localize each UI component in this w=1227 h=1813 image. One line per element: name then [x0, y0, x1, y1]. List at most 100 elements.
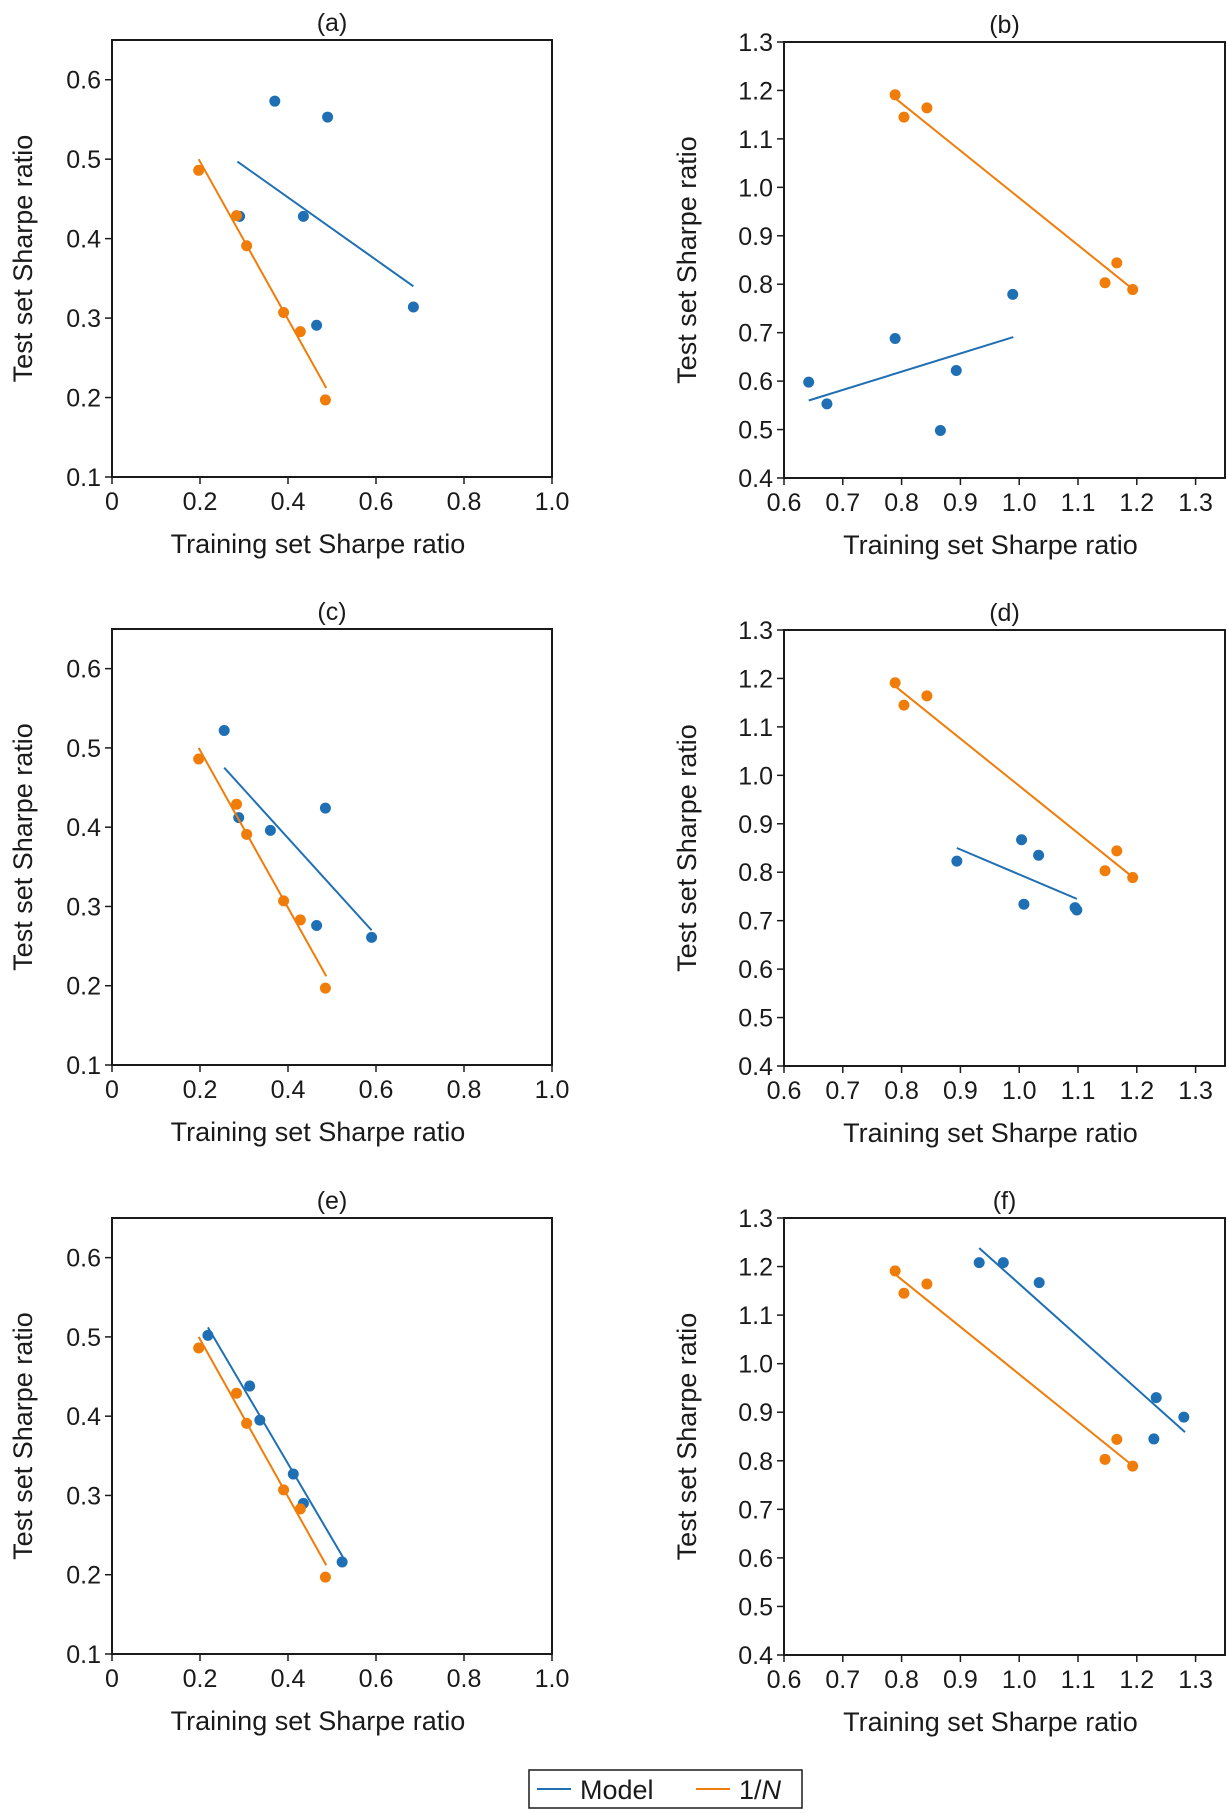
- data-point-model: [803, 376, 815, 388]
- series-model: [803, 288, 1019, 437]
- y-tick-label: 0.6: [66, 656, 101, 684]
- legend-label-model: Model: [580, 1775, 654, 1805]
- y-axis-label: Test set Sharpe ratio: [672, 1313, 702, 1561]
- x-tick-label: 0.9: [943, 1666, 978, 1694]
- data-point-one-over-n: [193, 753, 205, 765]
- data-point-model: [311, 319, 323, 331]
- y-tick-label: 1.0: [738, 174, 773, 202]
- y-tick-label: 1.3: [738, 617, 773, 645]
- x-tick-label: 0.2: [183, 1665, 218, 1693]
- y-tick-label: 1.3: [738, 1205, 773, 1233]
- data-point-model: [1071, 904, 1083, 916]
- x-axis-label: Training set Sharpe ratio: [171, 529, 466, 559]
- x-tick-label: 1.3: [1178, 489, 1213, 517]
- data-point-model: [950, 364, 962, 376]
- fit-line-one-over-n: [197, 158, 328, 389]
- panel-title: (b): [989, 11, 1020, 39]
- data-point-model: [1150, 1392, 1162, 1404]
- data-point-one-over-n: [241, 240, 253, 252]
- data-point-one-over-n: [319, 1571, 331, 1583]
- y-tick-label: 1.0: [738, 762, 773, 790]
- data-point-one-over-n: [898, 111, 910, 123]
- x-tick-label: 0.4: [271, 1665, 306, 1693]
- data-point-one-over-n: [898, 699, 910, 711]
- y-axis-label: Test set Sharpe ratio: [672, 724, 702, 972]
- x-tick-label: 0: [105, 1076, 119, 1104]
- series-one-over-n: [889, 89, 1139, 296]
- y-tick-label: 0.6: [738, 1545, 773, 1573]
- x-tick-label: 0.4: [271, 1076, 306, 1104]
- data-point-model: [218, 724, 230, 736]
- data-point-model: [1016, 834, 1028, 846]
- data-point-one-over-n: [193, 1342, 205, 1354]
- data-point-one-over-n: [294, 914, 306, 926]
- data-point-one-over-n: [898, 1287, 910, 1299]
- fit-line-model: [808, 336, 1014, 402]
- series-one-over-n: [193, 158, 331, 406]
- x-tick-label: 0: [105, 1665, 119, 1693]
- data-point-one-over-n: [294, 326, 306, 338]
- y-tick-label: 0.3: [66, 893, 101, 921]
- data-point-one-over-n: [278, 1484, 290, 1496]
- panel-a: (a) 0 0.2 0.4 0.6 0.8 1.0 0.1 0.2 0.3 0.4 0.5 0.6 Tra…: [8, 9, 569, 559]
- y-tick-label: 0.8: [738, 859, 773, 887]
- y-tick-label: 1.2: [738, 1254, 773, 1282]
- data-point-model: [254, 1414, 266, 1426]
- data-point-model: [297, 210, 309, 222]
- y-tick-label: 0.7: [738, 908, 773, 936]
- data-point-one-over-n: [889, 1265, 901, 1277]
- axes-frame: [111, 39, 553, 478]
- x-tick-label: 0.6: [359, 1076, 394, 1104]
- x-tick-label: 1.3: [1178, 1077, 1213, 1105]
- data-point-one-over-n: [921, 1278, 933, 1290]
- x-tick-label: 0.8: [447, 1076, 482, 1104]
- data-point-one-over-n: [889, 89, 901, 101]
- panel-d: (d) 0.6 0.7 0.8 0.9 1.0 1.1 1.2 1.3 0.4 0.5 0.6 0.7 0…: [672, 599, 1226, 1148]
- axes-frame: [783, 1217, 1226, 1656]
- x-axis-label: Training set Sharpe ratio: [843, 1118, 1138, 1148]
- fit-line-model: [978, 1247, 1186, 1433]
- x-axis-label: Training set Sharpe ratio: [843, 530, 1138, 560]
- axes-frame: [111, 628, 553, 1066]
- y-tick-label: 0.6: [66, 67, 101, 95]
- x-tick-label: 0.9: [943, 489, 978, 517]
- data-point-model: [1033, 849, 1045, 861]
- y-tick-label: 0.4: [738, 1053, 773, 1081]
- fit-line-model: [236, 160, 414, 288]
- x-tick-label: 1.1: [1061, 489, 1096, 517]
- x-tick-label: 0.8: [447, 1665, 482, 1693]
- x-tick-label: 0.9: [943, 1077, 978, 1105]
- data-point-one-over-n: [231, 1387, 243, 1399]
- y-tick-label: 0.1: [66, 464, 101, 492]
- y-tick-label: 1.0: [738, 1351, 773, 1379]
- data-point-model: [934, 425, 946, 437]
- fit-line-one-over-n: [197, 747, 328, 977]
- data-point-one-over-n: [1111, 257, 1123, 269]
- data-point-model: [1033, 1277, 1045, 1289]
- data-point-one-over-n: [1099, 865, 1111, 877]
- y-tick-label: 1.2: [738, 77, 773, 105]
- data-point-model: [322, 111, 334, 123]
- y-axis-label: Test set Sharpe ratio: [8, 723, 38, 971]
- data-point-model: [889, 332, 901, 344]
- data-point-one-over-n: [231, 798, 243, 810]
- y-tick-label: 0.2: [66, 1562, 101, 1590]
- x-axis-label: Training set Sharpe ratio: [171, 1117, 466, 1147]
- fit-line-model: [207, 1326, 344, 1558]
- data-point-one-over-n: [231, 210, 243, 222]
- data-point-one-over-n: [193, 164, 205, 176]
- y-tick-label: 1.1: [738, 126, 773, 154]
- y-tick-label: 0.9: [738, 1399, 773, 1427]
- data-point-one-over-n: [921, 690, 933, 702]
- series-model: [202, 1326, 348, 1568]
- data-point-one-over-n: [241, 828, 253, 840]
- legend-label-one-over-n: 1/N: [739, 1775, 782, 1805]
- x-tick-label: 0.6: [767, 1666, 802, 1694]
- data-point-model: [311, 919, 323, 931]
- panel-f: (f) 0.6 0.7 0.8 0.9 1.0 1.1 1.2 1.3 0.4 0.5 0.6 0.7 0…: [672, 1187, 1226, 1737]
- y-tick-label: 1.1: [738, 1302, 773, 1330]
- x-tick-label: 0.7: [825, 489, 860, 517]
- fit-line-one-over-n: [894, 97, 1134, 290]
- y-tick-label: 0.4: [66, 1403, 101, 1431]
- x-tick-label: 1.0: [1002, 1666, 1037, 1694]
